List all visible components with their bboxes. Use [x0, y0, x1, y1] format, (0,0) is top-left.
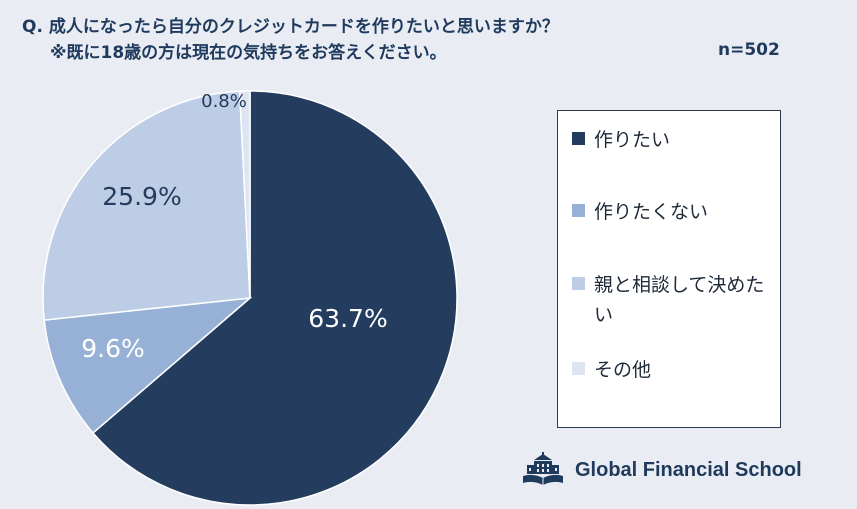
pie-slice	[42, 90, 251, 321]
sample-size: n=502	[718, 40, 780, 60]
legend-swatch-dont-want	[572, 204, 585, 218]
chart-legend: 作りたい 作りたくない 親と相談して決めたい その他	[557, 110, 781, 428]
brand-name: Global Financial School	[575, 458, 802, 481]
legend-swatch-want	[572, 132, 585, 145]
legend-label-want: 作りたい	[594, 129, 671, 151]
pie-slice-label: 0.8%	[201, 91, 247, 112]
legend-item-consult-parents: 親と相談して決めたい	[572, 270, 780, 331]
legend-item-dont-want: 作りたくない	[572, 197, 780, 227]
building-book-icon	[523, 452, 563, 485]
pie-slice	[238, 90, 251, 299]
pie-slice-label: 25.9%	[102, 182, 181, 211]
legend-swatch-other	[572, 361, 585, 375]
pie-slice-label: 9.6%	[81, 334, 145, 363]
legend-label-other: その他	[594, 358, 652, 381]
legend-item-want: 作りたい	[572, 125, 780, 155]
question-title: Q. 成人になったら自分のクレジットカードを作りたいと思いますか？	[22, 17, 559, 37]
pie-slice	[91, 90, 458, 506]
pie-chart: 63.7% 9.6% 25.9% 0.8%	[42, 90, 458, 506]
pie-slice	[43, 296, 253, 434]
brand-logo: Global Financial School	[521, 452, 802, 488]
legend-swatch-consult-parents	[572, 276, 585, 290]
question-note: ※既に18歳の方は現在の気持ちをお答えください。	[50, 43, 447, 64]
question-block: Q. 成人になったら自分のクレジットカードを作りたいと思いますか？ ※既に18歳…	[22, 14, 559, 67]
pie-slice-label: 63.7%	[308, 304, 387, 333]
legend-label-dont-want: 作りたくない	[594, 201, 709, 224]
legend-item-other: その他	[572, 355, 780, 385]
legend-label-consult-parents: 親と相談して決めたい	[594, 273, 765, 327]
